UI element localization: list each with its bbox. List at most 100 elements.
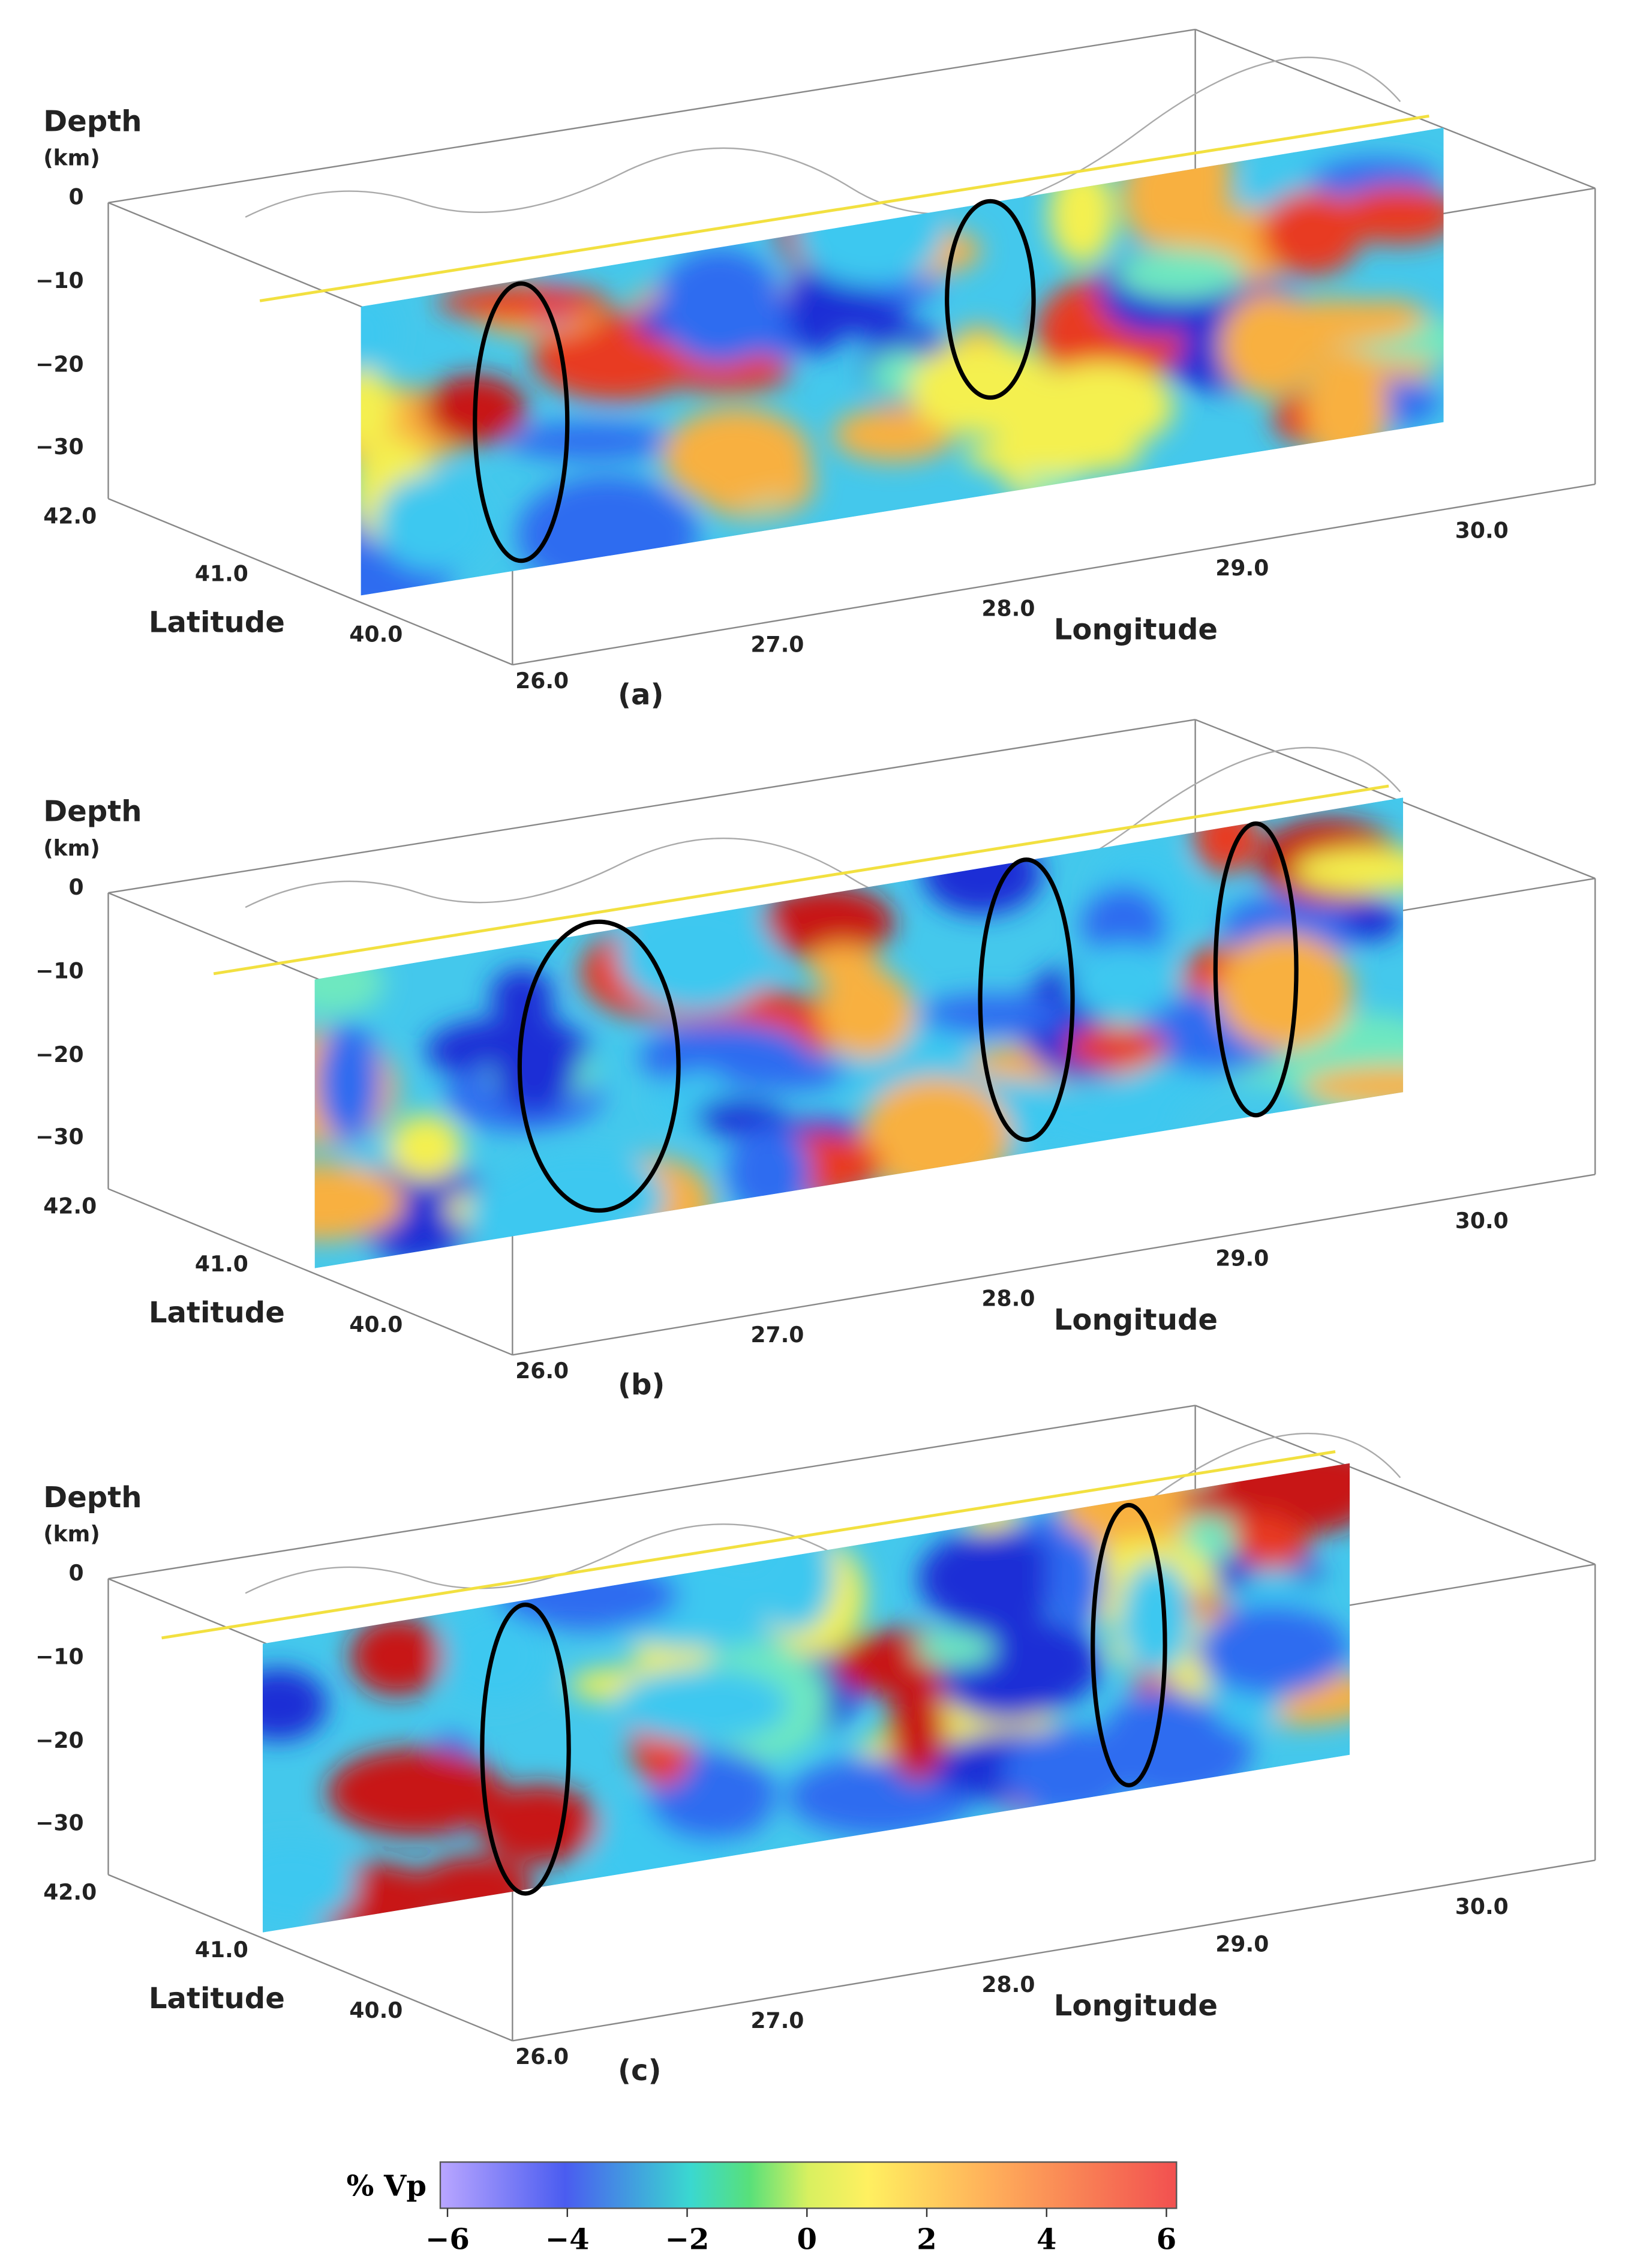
lat-tick-label: 41.0: [195, 1937, 248, 1963]
velocity-blob: [361, 368, 395, 448]
velocity-blob: [1047, 1531, 1106, 1631]
velocity-slice: [262, 1463, 1350, 1933]
velocity-blob: [327, 1748, 504, 1837]
lat-label: Latitude: [149, 1296, 285, 1330]
colorbar-tick-label: 4: [1037, 2222, 1057, 2256]
depth-tick-label: −10: [35, 958, 83, 983]
velocity-blob: [1028, 362, 1175, 451]
velocity-blob: [1302, 1067, 1404, 1106]
lat-tick-label: 42.0: [43, 1880, 97, 1905]
velocity-blob: [1293, 848, 1404, 893]
lat-tick-label: 42.0: [43, 1194, 97, 1219]
velocity-blob: [963, 437, 1143, 475]
colorbar-tick-label: −4: [545, 2222, 590, 2256]
depth-tick-label: −20: [35, 1042, 83, 1067]
depth-tick-label: 0: [68, 1561, 83, 1586]
lat-tick-label: 40.0: [349, 622, 403, 647]
box-edge: [108, 719, 1196, 894]
velocity-blob: [441, 1606, 550, 1706]
lon-tick-label: 26.0: [515, 1358, 569, 1384]
box-edge: [512, 483, 1596, 666]
velocity-blob: [1264, 1463, 1350, 1533]
fault-line: [161, 1450, 1336, 1640]
lon-label: Longitude: [1054, 1989, 1218, 2023]
colorbar: [439, 2161, 1178, 2209]
colorbar-tick-label: −6: [425, 2222, 470, 2256]
velocity-blob: [918, 1530, 1065, 1627]
velocity-blob: [262, 1668, 327, 1741]
lon-tick-label: 27.0: [750, 2008, 804, 2033]
lon-tick-label: 30.0: [1455, 1208, 1509, 1234]
box-edge: [108, 1188, 513, 1356]
velocity-blob: [833, 407, 955, 462]
lon-tick-label: 27.0: [750, 1322, 804, 1348]
box-edge: [1195, 1405, 1596, 1565]
highlight-ellipse: [480, 1602, 571, 1896]
colorbar-tick-label: 6: [1157, 2222, 1176, 2256]
panel: Depth (km) 0 −10 −20 −30 42.0 41.0 40.0 Latitude 2…: [35, 719, 1596, 1402]
velocity-blob: [695, 1097, 786, 1136]
velocity-blob: [491, 1012, 579, 1114]
velocity-blob: [794, 177, 945, 287]
depth-tick-label: −30: [35, 1124, 83, 1150]
velocity-blob: [860, 1077, 1011, 1196]
velocity-blob: [361, 293, 396, 374]
lat-label: Latitude: [149, 605, 285, 639]
lon-tick-label: 30.0: [1455, 1894, 1509, 1919]
slice-blobs: [262, 1463, 1350, 1933]
velocity-blob: [1178, 1479, 1291, 1518]
velocity-blob: [465, 1168, 623, 1267]
velocity-blob: [1048, 1093, 1179, 1154]
lat-tick-label: 41.0: [195, 562, 248, 587]
velocity-blob: [1342, 898, 1401, 941]
velocity-blob: [1336, 186, 1444, 245]
lon-tick-label: 28.0: [981, 596, 1035, 621]
velocity-blob: [506, 422, 675, 460]
highlight-ellipse: [1213, 821, 1299, 1118]
velocity-slice: [314, 797, 1404, 1268]
lon-tick-label: 30.0: [1455, 518, 1509, 543]
lon-tick-label: 29.0: [1215, 556, 1269, 581]
velocity-blob: [1305, 348, 1389, 469]
velocity-blob: [914, 1630, 996, 1667]
velocity-blob: [479, 1784, 599, 1864]
velocity-blob: [1251, 299, 1421, 344]
depth-tick-label: −30: [35, 434, 83, 460]
lat-tick-label: 42.0: [43, 503, 97, 529]
colorbar-tick-label: −2: [665, 2222, 710, 2256]
lon-tick-label: 28.0: [981, 1286, 1035, 1312]
highlight-ellipse: [945, 199, 1036, 400]
panel-label: (a): [618, 678, 663, 712]
colorbar-tick-label: 0: [797, 2222, 817, 2256]
velocity-blob: [818, 967, 915, 1058]
velocity-blob: [1065, 1026, 1167, 1068]
highlight-ellipse: [978, 857, 1075, 1142]
velocity-blob: [715, 1053, 847, 1091]
lon-label: Longitude: [1054, 1303, 1218, 1337]
velocity-blob: [656, 248, 783, 364]
colorbar-tick-label: 2: [917, 2222, 937, 2256]
lon-tick-label: 27.0: [750, 632, 804, 658]
velocity-blob: [660, 351, 792, 393]
panel-label: (c): [618, 2054, 662, 2087]
box-edge: [108, 1874, 513, 2042]
velocity-blob: [920, 994, 1067, 1036]
lon-tick-label: 29.0: [1215, 1931, 1269, 1957]
fault-line: [259, 115, 1429, 302]
velocity-blob: [490, 968, 554, 1024]
velocity-blob: [662, 407, 811, 506]
depth-tick-label: −20: [35, 352, 83, 377]
highlight-ellipse: [517, 919, 681, 1213]
velocity-blob: [727, 1126, 811, 1217]
depth-unit: (km): [43, 836, 100, 861]
coastline: [245, 746, 1401, 908]
velocity-blob: [909, 343, 1059, 436]
panel-label: (b): [618, 1368, 665, 1402]
velocity-blob: [1002, 1726, 1132, 1817]
velocity-blob: [617, 896, 776, 1012]
lat-tick-label: 40.0: [349, 1312, 403, 1337]
coastline: [245, 56, 1401, 218]
velocity-blob: [350, 1616, 444, 1696]
colorbar-label: % Vp: [347, 2169, 426, 2203]
